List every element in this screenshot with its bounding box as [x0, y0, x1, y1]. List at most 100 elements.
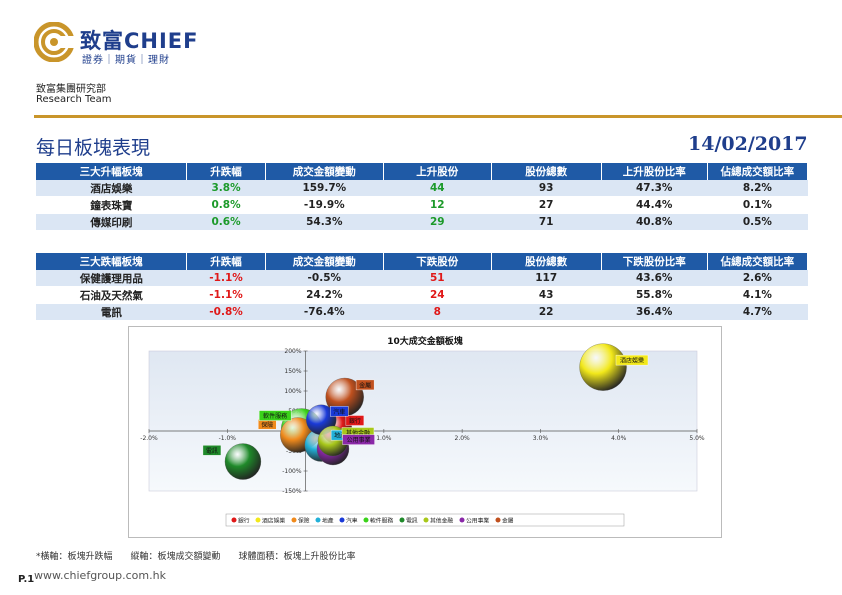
- bubble-label: 電訊: [206, 447, 218, 455]
- report-date: 14/02/2017: [688, 133, 808, 155]
- bubble-chart-frame: 10大成交金額板塊 -2.0%-1.0%0%1.0%2.0%3.0%4.0%5.…: [128, 326, 722, 538]
- sector-name: 保健護理用品: [36, 270, 187, 287]
- x-tick-label: -2.0%: [140, 435, 158, 442]
- gainers-header-row: 三大升幅板塊 升跌幅 成交金額變動 上升股份 股份總數 上升股份比率 佔總成交額…: [36, 163, 809, 180]
- legend-marker: [255, 517, 261, 523]
- legend-label: 軟件服務: [370, 517, 393, 525]
- falling-ratio: 36.4%: [601, 303, 708, 321]
- turnover-change: 159.7%: [265, 180, 384, 197]
- falling-count: 51: [383, 270, 492, 287]
- sector-name: 鐘表珠寶: [36, 196, 187, 214]
- page-number: P.1: [18, 574, 35, 585]
- gainers-header: 成交金額變動: [265, 163, 384, 180]
- table-row: 電訊 -0.8% -76.4% 8 22 36.4% 4.7%: [36, 303, 808, 321]
- bubble-label: 金屬: [359, 381, 371, 389]
- divider: [34, 115, 842, 118]
- legend-label: 公用事業: [466, 517, 489, 525]
- bubble-label: 軟件服務: [263, 412, 287, 420]
- bubble-chart: 10大成交金額板塊 -2.0%-1.0%0%1.0%2.0%3.0%4.0%5.…: [140, 335, 705, 527]
- legend-marker: [495, 517, 501, 523]
- bubble-label-bg: [615, 354, 649, 366]
- turnover-share: 2.6%: [707, 270, 808, 287]
- chief-logo-icon: [34, 22, 74, 62]
- change-pct: 0.6%: [186, 213, 266, 231]
- bubble-label: 保險: [261, 421, 273, 429]
- rising-ratio: 40.8%: [601, 213, 708, 231]
- legend-label: 地產: [322, 517, 334, 525]
- turnover-change: 24.2%: [265, 286, 384, 304]
- sector-name: 電訊: [36, 303, 187, 321]
- losers-header: 三大跌幅板塊: [36, 253, 188, 270]
- change-pct: 0.8%: [186, 196, 266, 214]
- legend-label: 保險: [298, 517, 310, 525]
- bubble-label: 酒店娛樂: [620, 357, 644, 365]
- turnover-share: 4.1%: [707, 286, 808, 304]
- bubble-label: 公用事業: [347, 436, 371, 444]
- bubble-label: 汽車: [333, 408, 345, 416]
- rising-ratio: 47.3%: [601, 180, 708, 197]
- legend-marker: [459, 517, 465, 523]
- legend-label: 酒店娛樂: [262, 517, 285, 525]
- total-count: 43: [491, 286, 602, 304]
- legend-label: 金屬: [502, 517, 514, 525]
- website-link[interactable]: www.chiefgroup.com.hk: [34, 569, 166, 582]
- legend-marker: [291, 517, 297, 523]
- dept-en: Research Team: [36, 94, 112, 105]
- bubble-label-bg: [202, 445, 222, 456]
- brand-subtitle: 證券｜期貨｜理財: [82, 55, 170, 66]
- gainers-table: 三大升幅板塊 升跌幅 成交金額變動 上升股份 股份總數 上升股份比率 佔總成交額…: [36, 163, 809, 231]
- brand-name: 致富CHIEF: [80, 29, 199, 53]
- gainers-header: 升跌幅: [186, 163, 266, 180]
- table-row: 酒店娛樂 3.8% 159.7% 44 93 47.3% 8.2%: [36, 180, 808, 197]
- turnover-share: 0.5%: [707, 213, 808, 231]
- turnover-share: 4.7%: [707, 303, 808, 321]
- losers-header: 成交金額變動: [265, 253, 384, 270]
- turnover-change: 54.3%: [265, 213, 384, 231]
- chart-title: 10大成交金額板塊: [387, 335, 463, 347]
- table-row: 保健護理用品 -1.1% -0.5% 51 117 43.6% 2.6%: [36, 270, 808, 287]
- bubble-label: 其他金融: [346, 429, 370, 437]
- sector-name: 酒店娛樂: [36, 180, 187, 197]
- legend-marker: [423, 517, 429, 523]
- legend-label: 汽車: [346, 517, 358, 525]
- total-count: 27: [491, 196, 602, 214]
- x-tick-label: 4.0%: [611, 435, 627, 442]
- losers-header: 佔總成交額比率: [707, 253, 809, 270]
- gainers-header: 上升股份: [383, 163, 492, 180]
- turnover-change: -76.4%: [265, 303, 384, 321]
- bubble-label-bg: [258, 410, 292, 421]
- losers-table: 三大跌幅板塊 升跌幅 成交金額變動 下跌股份 股份總數 下跌股份比率 佔總成交額…: [36, 253, 809, 321]
- sector-name: 石油及天然氣: [36, 286, 187, 304]
- change-pct: -1.1%: [186, 270, 266, 287]
- chart-footnote: *橫軸：板塊升跌幅 縱軸：板塊成交額變動 球體面積：板塊上升股份比率: [36, 552, 356, 562]
- bubble-電訊: [224, 443, 262, 480]
- sector-name: 傳媒印刷: [36, 213, 187, 231]
- turnover-change: -0.5%: [265, 270, 384, 287]
- rising-count: 44: [383, 180, 492, 197]
- x-tick-label: -1.0%: [219, 435, 237, 442]
- losers-header: 下跌股份: [383, 253, 492, 270]
- turnover-change: -19.9%: [265, 196, 384, 214]
- total-count: 22: [491, 303, 602, 321]
- gainers-header: 三大升幅板塊: [36, 163, 188, 180]
- y-tick-label: 100%: [284, 388, 301, 395]
- rising-count: 12: [383, 196, 492, 214]
- table-row: 鐘表珠寶 0.8% -19.9% 12 27 44.4% 0.1%: [36, 196, 808, 214]
- legend-marker: [339, 517, 345, 523]
- total-count: 117: [491, 270, 602, 287]
- total-count: 93: [491, 180, 602, 197]
- total-count: 71: [491, 213, 602, 231]
- x-tick-label: 1.0%: [376, 435, 392, 442]
- change-pct: -0.8%: [186, 303, 266, 321]
- legend-label: 電訊: [406, 517, 418, 525]
- table-row: 石油及天然氣 -1.1% 24.2% 24 43 55.8% 4.1%: [36, 286, 808, 304]
- legend-label: 其他金融: [430, 517, 453, 525]
- y-tick-label: -100%: [282, 468, 302, 475]
- bubble-label-bg: [355, 379, 375, 391]
- y-tick-label: 150%: [284, 368, 301, 375]
- bubble-label-bg: [345, 415, 365, 426]
- bubble-酒店娛樂: [579, 343, 627, 391]
- gainers-header: 佔總成交額比率: [707, 163, 809, 180]
- page-title: 每日板塊表現: [36, 137, 151, 159]
- falling-count: 8: [383, 303, 492, 321]
